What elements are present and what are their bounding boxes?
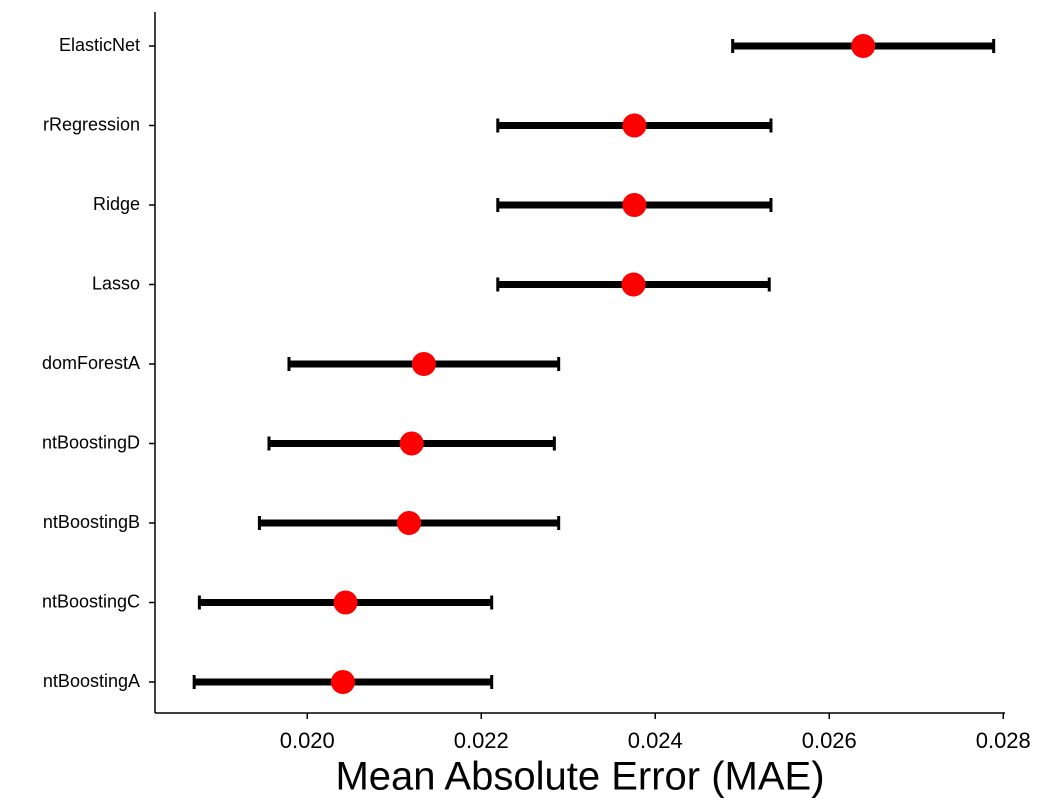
point (622, 193, 647, 217)
point (621, 272, 646, 297)
point (397, 511, 422, 535)
y-tick-label: ntBoostingC (42, 591, 140, 611)
x-tick-label: 0.028 (976, 728, 1031, 753)
y-tick-label: ntBoostingA (43, 671, 140, 691)
x-tick-label: 0.024 (628, 728, 683, 753)
point (622, 113, 647, 138)
y-tick-label: Lasso (92, 273, 140, 293)
y-tick-label: ElasticNet (59, 35, 140, 55)
y-tick-label: domForestA (42, 353, 140, 373)
x-tick-label: 0.022 (454, 728, 509, 753)
x-axis-title: Mean Absolute Error (MAE) (335, 755, 824, 799)
point (411, 352, 436, 376)
y-tick-label: Ridge (93, 194, 140, 214)
point (333, 590, 358, 615)
point (851, 34, 876, 58)
y-tick-label: ntBoostingB (43, 512, 140, 532)
point (330, 670, 355, 694)
x-tick-label: 0.020 (280, 728, 335, 753)
x-tick-label: 0.026 (802, 728, 857, 753)
y-tick-label: ntBoostingD (42, 432, 140, 452)
y-tick-label: rRegression (43, 114, 140, 134)
point (399, 431, 424, 456)
